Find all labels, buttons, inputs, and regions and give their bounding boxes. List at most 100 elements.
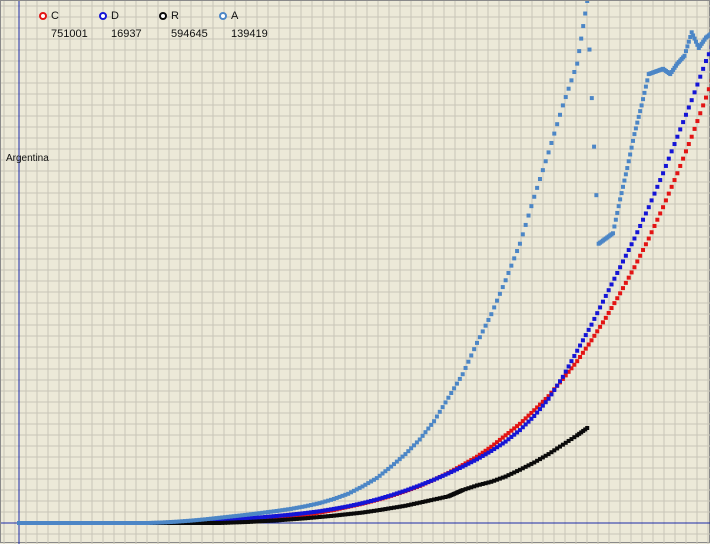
legend-value-c: 751001 [51, 28, 88, 40]
data-point-a [464, 366, 468, 370]
data-point-c [675, 171, 679, 175]
data-point-a [547, 150, 551, 154]
data-point-a [444, 400, 448, 404]
data-point-a [472, 347, 476, 351]
data-point-c [650, 230, 654, 234]
data-point-c [590, 338, 594, 342]
data-point-d [655, 185, 659, 189]
data-point-a [612, 225, 616, 229]
data-point-d [664, 164, 668, 168]
data-point-a [588, 48, 592, 52]
data-point-a [486, 318, 490, 322]
data-point-d [552, 388, 556, 392]
data-point-d [624, 254, 628, 258]
data-point-c [618, 291, 622, 295]
data-point-a [620, 191, 624, 195]
data-point-a [684, 49, 688, 53]
data-point-a [621, 185, 625, 189]
data-point-a [518, 242, 522, 246]
data-point-a [579, 37, 583, 41]
data-point-a [615, 211, 619, 215]
data-point-a [622, 179, 626, 183]
data-point-a [569, 78, 573, 82]
data-point-a [583, 12, 587, 16]
data-point-a [624, 172, 628, 176]
data-point-c [698, 111, 702, 115]
data-point-d [604, 294, 608, 298]
data-point-a [628, 152, 632, 156]
data-point-d [621, 259, 625, 263]
data-point-a [504, 278, 508, 282]
data-point-d [601, 300, 605, 304]
data-point-a [614, 218, 618, 222]
data-point-a [432, 419, 436, 423]
data-point-c [592, 334, 596, 338]
legend-marker-d [99, 12, 107, 20]
data-point-c [658, 211, 662, 215]
data-point-c [615, 296, 619, 300]
data-point-a [555, 122, 559, 126]
data-point-d [681, 120, 685, 124]
data-point-d [541, 404, 545, 408]
data-point-a [634, 126, 638, 130]
data-point-a [461, 372, 465, 376]
data-point-a [683, 54, 687, 58]
data-point-a [630, 146, 634, 150]
data-point-a [481, 329, 485, 333]
data-point-a [538, 177, 542, 181]
data-point-a [455, 382, 459, 386]
data-point-d [561, 375, 565, 379]
data-point-c [641, 248, 645, 252]
data-point-d [610, 282, 614, 286]
data-point-c [647, 237, 651, 241]
data-point-a [458, 377, 462, 381]
data-point-a [484, 324, 488, 328]
data-point-c [598, 325, 602, 329]
data-point-c [581, 351, 585, 355]
data-point-a [594, 193, 598, 197]
data-point-c [678, 164, 682, 168]
data-point-a [552, 132, 556, 136]
data-point-d [667, 157, 671, 161]
data-point-d [569, 359, 573, 363]
data-point-d [693, 90, 697, 94]
data-point-d [658, 178, 662, 182]
data-point-a [495, 299, 499, 303]
legend-marker-r [159, 12, 167, 20]
data-point-d [661, 171, 665, 175]
data-point-a [492, 305, 496, 309]
legend-label-c: C [51, 10, 59, 22]
data-point-d [564, 370, 568, 374]
data-point-c [690, 135, 694, 139]
data-point-a [475, 341, 479, 345]
data-point-c [681, 157, 685, 161]
data-point-a [577, 49, 581, 53]
data-point-a [611, 231, 615, 235]
data-point-d [695, 83, 699, 87]
data-point-a [575, 62, 579, 66]
legend-label-a: A [231, 10, 238, 22]
data-point-d [558, 379, 562, 383]
legend-label-d: D [111, 10, 119, 22]
data-point-d [549, 392, 553, 396]
data-point-d [595, 311, 599, 315]
data-point-c [695, 119, 699, 123]
data-point-a [512, 256, 516, 260]
data-point-a [501, 285, 505, 289]
legend-label-r: R [171, 10, 179, 22]
data-point-d [578, 344, 582, 348]
data-point-d [652, 192, 656, 196]
data-point-a [585, 1, 589, 3]
data-point-a [635, 121, 639, 125]
data-point-d [635, 230, 639, 234]
data-point-c [612, 301, 616, 305]
data-point-d [592, 317, 596, 321]
data-point-d [538, 407, 542, 411]
data-point-a [527, 214, 531, 218]
data-point-d [587, 328, 591, 332]
data-point-a [515, 249, 519, 253]
data-point-a [564, 95, 568, 99]
data-point-a [637, 115, 641, 119]
data-point-a [452, 386, 456, 390]
data-point-c [595, 329, 599, 333]
